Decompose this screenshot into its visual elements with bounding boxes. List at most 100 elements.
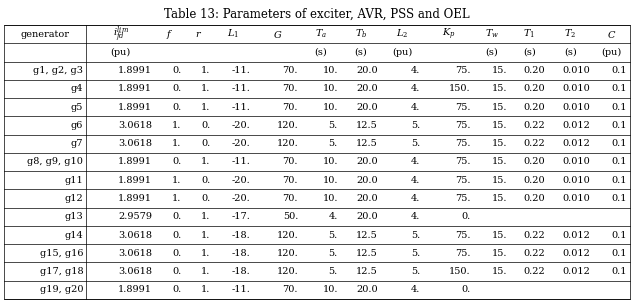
Text: g6: g6 [71,121,83,130]
Text: $T_w$: $T_w$ [485,28,499,40]
Text: g5: g5 [71,103,83,112]
Text: g7: g7 [71,139,83,148]
Text: 0.: 0. [202,194,210,203]
Text: 0.1: 0.1 [612,249,627,258]
Text: 4.: 4. [411,66,420,75]
Text: 75.: 75. [455,66,470,75]
Text: 1.8991: 1.8991 [118,66,152,75]
Text: 1.8991: 1.8991 [118,158,152,167]
Text: 1.: 1. [201,85,210,93]
Text: 0.1: 0.1 [612,139,627,148]
Text: 2.9579: 2.9579 [118,212,152,221]
Text: 0.010: 0.010 [562,103,590,112]
Text: 15.: 15. [492,103,508,112]
Text: 1.: 1. [201,212,210,221]
Text: 5.: 5. [411,249,420,258]
Text: -11.: -11. [231,66,250,75]
Text: 0.1: 0.1 [612,85,627,93]
Text: 75.: 75. [455,158,470,167]
Text: 3.0618: 3.0618 [118,139,152,148]
Text: 15.: 15. [492,231,508,240]
Text: 5.: 5. [411,231,420,240]
Text: $G$: $G$ [273,28,282,40]
Text: 0.22: 0.22 [523,121,545,130]
Text: 3.0618: 3.0618 [118,267,152,276]
Text: 70.: 70. [283,285,298,295]
Text: 120.: 120. [276,267,298,276]
Text: 1.8991: 1.8991 [118,103,152,112]
Text: 70.: 70. [283,85,298,93]
Text: 0.010: 0.010 [562,85,590,93]
Text: 15.: 15. [492,85,508,93]
Text: 150.: 150. [449,85,470,93]
Text: 1.8991: 1.8991 [118,194,152,203]
Text: 70.: 70. [283,176,298,185]
Text: 75.: 75. [455,121,470,130]
Text: 0.010: 0.010 [562,176,590,185]
Text: 0.: 0. [202,139,210,148]
Text: 0.012: 0.012 [562,121,590,130]
Text: 4.: 4. [411,85,420,93]
Text: 150.: 150. [449,267,470,276]
Text: 0.20: 0.20 [523,66,545,75]
Text: g15, g16: g15, g16 [40,249,83,258]
Text: 0.: 0. [172,267,181,276]
Text: 0.20: 0.20 [523,158,545,167]
Text: 120.: 120. [276,121,298,130]
Text: -20.: -20. [231,194,250,203]
Text: 75.: 75. [455,194,470,203]
Text: 75.: 75. [455,249,470,258]
Text: 4.: 4. [411,158,420,167]
Text: 4.: 4. [328,212,338,221]
Text: -20.: -20. [231,121,250,130]
Text: 0.012: 0.012 [562,231,590,240]
Text: 5.: 5. [328,121,338,130]
Text: 0.012: 0.012 [562,139,590,148]
Text: 0.: 0. [172,285,181,295]
Text: 1.: 1. [201,158,210,167]
Text: $T_2$: $T_2$ [564,28,576,40]
Text: 15.: 15. [492,121,508,130]
Text: g8, g9, g10: g8, g9, g10 [27,158,83,167]
Text: (pu): (pu) [110,48,131,57]
Text: 10.: 10. [322,158,338,167]
Text: g14: g14 [65,231,83,240]
Text: 15.: 15. [492,139,508,148]
Text: 0.1: 0.1 [612,66,627,75]
Text: 1.: 1. [201,267,210,276]
Text: -18.: -18. [231,249,250,258]
Text: 20.0: 20.0 [356,176,378,185]
Text: 3.0618: 3.0618 [118,231,152,240]
Text: g12: g12 [65,194,83,203]
Text: 1.8991: 1.8991 [118,85,152,93]
Text: -11.: -11. [231,285,250,295]
Text: 0.: 0. [172,249,181,258]
Text: 15.: 15. [492,66,508,75]
Text: 1.8991: 1.8991 [118,285,152,295]
Text: (s): (s) [523,48,536,57]
Text: $i_{fd}^{lim}$: $i_{fd}^{lim}$ [113,24,129,44]
Text: 0.22: 0.22 [523,267,545,276]
Text: 0.: 0. [172,231,181,240]
Text: 20.0: 20.0 [356,285,378,295]
Text: 10.: 10. [322,66,338,75]
Text: (s): (s) [354,48,367,57]
Text: (pu): (pu) [601,48,621,57]
Text: 4.: 4. [411,285,420,295]
Text: $r$: $r$ [195,30,202,39]
Text: 70.: 70. [283,103,298,112]
Text: 20.0: 20.0 [356,103,378,112]
Text: 0.1: 0.1 [612,158,627,167]
Text: 0.: 0. [172,85,181,93]
Text: 5.: 5. [411,121,420,130]
Text: 0.22: 0.22 [523,139,545,148]
Text: 20.0: 20.0 [356,158,378,167]
Text: 1.: 1. [201,285,210,295]
Text: 0.010: 0.010 [562,66,590,75]
Text: 0.1: 0.1 [612,121,627,130]
Text: 0.22: 0.22 [523,249,545,258]
Text: 1.: 1. [201,103,210,112]
Text: 75.: 75. [455,176,470,185]
Text: 10.: 10. [322,85,338,93]
Text: 15.: 15. [492,176,508,185]
